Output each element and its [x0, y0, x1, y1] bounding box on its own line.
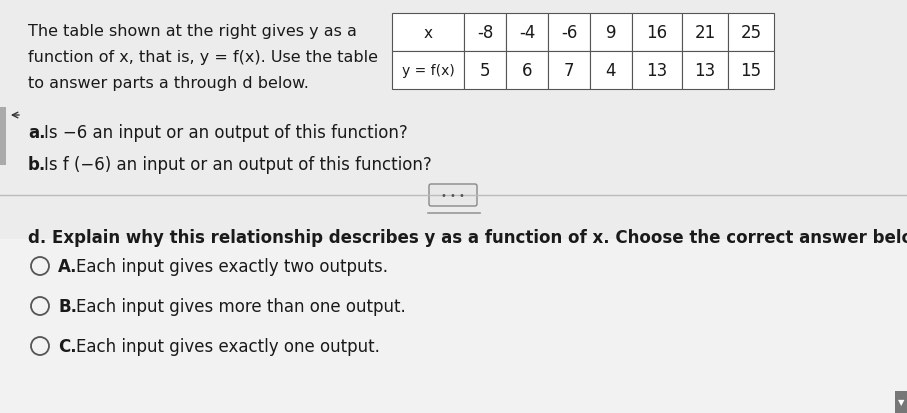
- Text: -8: -8: [477, 24, 493, 42]
- Text: 6: 6: [522, 62, 532, 80]
- Bar: [728, 14, 774, 52]
- Text: B.: B.: [58, 297, 77, 315]
- Text: a.: a.: [28, 124, 45, 142]
- Text: • • •: • • •: [441, 190, 465, 201]
- Bar: [548, 14, 590, 52]
- Bar: [0, 240, 907, 413]
- Bar: [0, 0, 907, 240]
- Text: Each input gives more than one output.: Each input gives more than one output.: [76, 297, 405, 315]
- Text: b.: b.: [28, 156, 46, 173]
- Bar: [464, 14, 506, 52]
- Text: -4: -4: [519, 24, 535, 42]
- Bar: [682, 52, 728, 90]
- Bar: [0, 108, 6, 166]
- Text: 16: 16: [647, 24, 668, 42]
- Bar: [590, 52, 632, 90]
- Text: d. Explain why this relationship describes y as a function of x. Choose the corr: d. Explain why this relationship describ…: [28, 228, 907, 247]
- Text: Each input gives exactly two outputs.: Each input gives exactly two outputs.: [76, 257, 388, 275]
- Text: x: x: [424, 26, 433, 40]
- Bar: [682, 14, 728, 52]
- Text: 13: 13: [647, 62, 668, 80]
- Bar: [392, 14, 464, 52]
- Bar: [506, 52, 548, 90]
- Text: 25: 25: [740, 24, 762, 42]
- Text: ▼: ▼: [898, 398, 904, 406]
- Bar: [464, 52, 506, 90]
- Text: The table shown at the right gives y as a: The table shown at the right gives y as …: [28, 24, 356, 39]
- Bar: [548, 52, 590, 90]
- Text: 13: 13: [695, 62, 716, 80]
- Bar: [506, 14, 548, 52]
- Text: 4: 4: [606, 62, 616, 80]
- Text: to answer parts a through d below.: to answer parts a through d below.: [28, 76, 309, 91]
- Text: 15: 15: [740, 62, 762, 80]
- Bar: [728, 52, 774, 90]
- Text: -6: -6: [561, 24, 577, 42]
- Bar: [392, 52, 464, 90]
- Text: function of x, that is, y = f(x). Use the table: function of x, that is, y = f(x). Use th…: [28, 50, 378, 65]
- Text: 9: 9: [606, 24, 616, 42]
- Text: 7: 7: [564, 62, 574, 80]
- Text: Each input gives exactly one output.: Each input gives exactly one output.: [76, 337, 380, 355]
- FancyBboxPatch shape: [429, 185, 477, 206]
- Text: y = f(x): y = f(x): [402, 64, 454, 78]
- Text: 5: 5: [480, 62, 491, 80]
- Bar: [590, 14, 632, 52]
- Text: C.: C.: [58, 337, 76, 355]
- Text: Is −6 an input or an output of this function?: Is −6 an input or an output of this func…: [44, 124, 408, 142]
- Bar: [632, 52, 682, 90]
- Bar: [895, 391, 907, 413]
- Bar: [632, 14, 682, 52]
- Text: A.: A.: [58, 257, 77, 275]
- Text: Is f (−6) an input or an output of this function?: Is f (−6) an input or an output of this …: [44, 156, 432, 173]
- Text: 21: 21: [695, 24, 716, 42]
